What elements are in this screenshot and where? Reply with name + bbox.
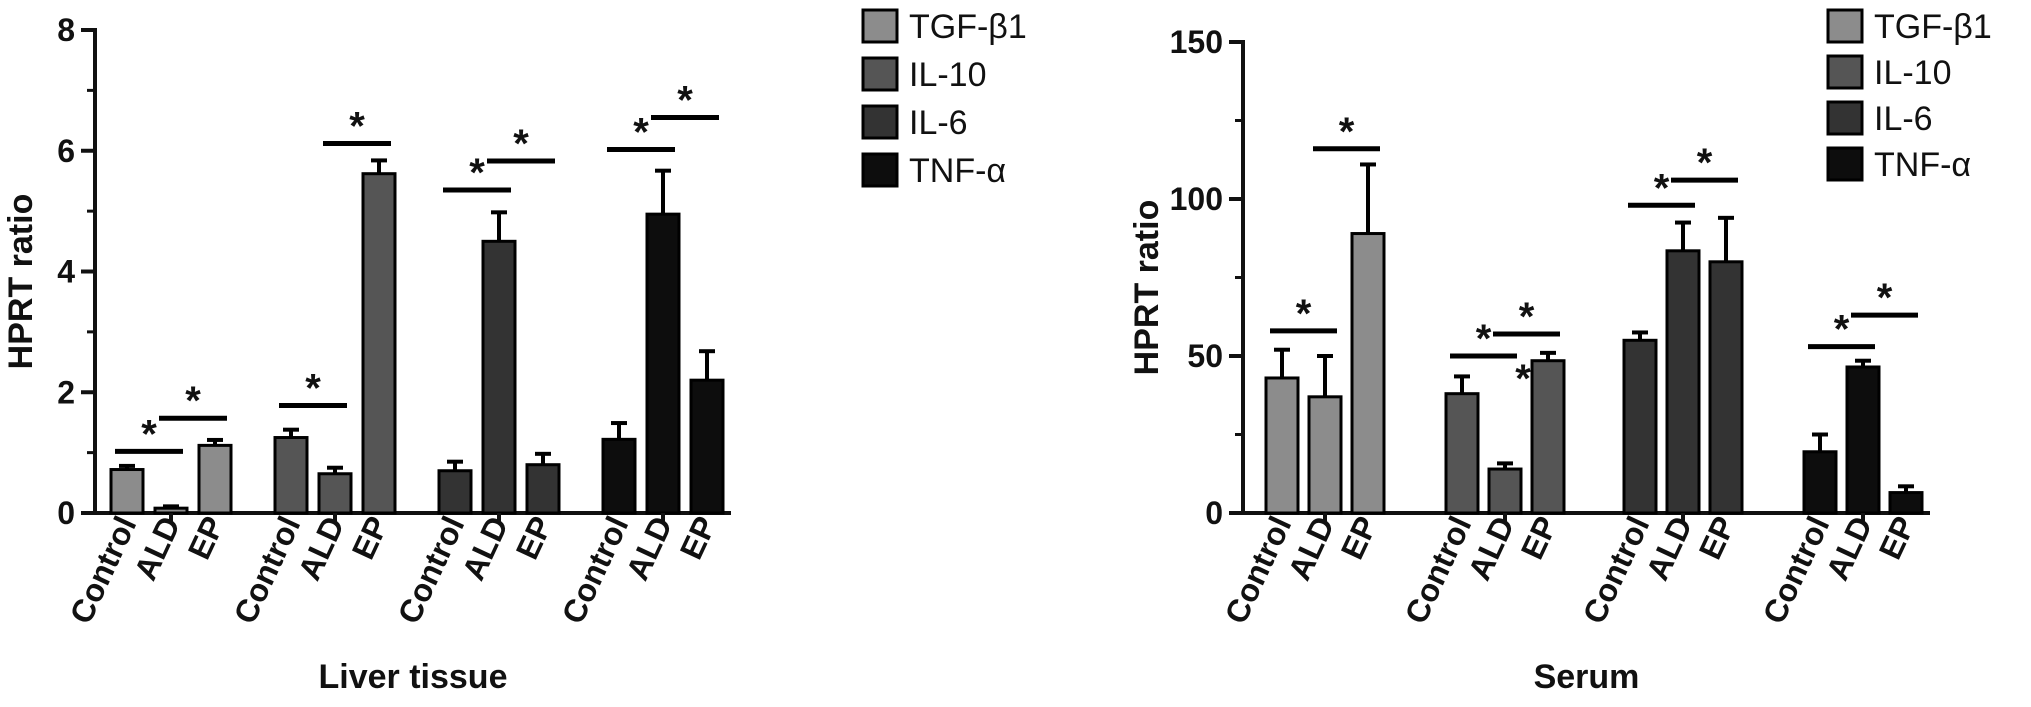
significance-star: *: [305, 367, 321, 411]
significance-star: *: [469, 151, 485, 195]
y-tick-label: 100: [1170, 181, 1223, 217]
x-axis-title: Liver tissue: [319, 658, 508, 696]
bar-tnf-alpha-ep: [689, 378, 725, 515]
legend-swatch-il-10: [861, 56, 899, 92]
y-tick-label: 0: [1205, 495, 1223, 531]
bar-tnf-alpha-control: [601, 437, 637, 515]
bar-il-10-ald: [1487, 467, 1523, 515]
bar-il-6-ep: [1708, 260, 1744, 515]
y-tick-label: 0: [57, 495, 75, 531]
x-tick-label-ep: EP: [509, 511, 560, 565]
bar-tnf-alpha-ep: [1888, 491, 1924, 515]
significance-star: *: [1476, 317, 1492, 361]
legend-label-il-10: IL-10: [909, 56, 987, 94]
bar-il-10-ald: [317, 472, 353, 515]
significance-star: *: [1339, 110, 1355, 154]
bar-il-6-control: [1622, 338, 1658, 515]
legend-label-tgf-beta1: TGF-β1: [909, 8, 1027, 46]
legend-swatch-tgf-beta1: [861, 8, 899, 44]
y-tick-label: 2: [57, 374, 75, 410]
x-tick-label-ep: EP: [1334, 511, 1385, 565]
bar-il-6-ep: [525, 463, 561, 515]
legend-swatch-il-6: [1826, 100, 1864, 136]
bar-tgf-beta1-ald: [1307, 395, 1343, 515]
bar-il-10-control: [273, 436, 309, 515]
y-tick-label: 150: [1170, 24, 1223, 60]
legend-swatch-tnf-alpha: [1826, 146, 1864, 182]
legend-swatch-tgf-beta1: [1826, 8, 1864, 44]
bar-tnf-alpha-control: [1802, 450, 1838, 515]
significance-star: *: [1697, 141, 1713, 185]
legend-label-il-6: IL-6: [1874, 100, 1933, 138]
x-tick-label-ep: EP: [1692, 511, 1743, 565]
significance-star: *: [185, 379, 201, 423]
legend-label-il-6: IL-6: [909, 104, 968, 142]
x-tick-label-ald: ALD: [1639, 511, 1699, 586]
bar-il-10-ep: [361, 172, 397, 515]
significance-star: *: [677, 79, 693, 123]
significance-star: *: [513, 122, 529, 166]
y-axis-title: HPRT ratio: [2, 194, 40, 370]
legend-swatch-tnf-alpha: [861, 152, 899, 188]
bar-tnf-alpha-ald: [1845, 365, 1881, 515]
bar-tgf-beta1-ald: [153, 506, 189, 515]
legend-swatch-il-6: [861, 104, 899, 140]
significance-star: *: [1654, 166, 1670, 210]
bar-il-6-ald: [481, 239, 517, 515]
significance-star: *: [1877, 276, 1893, 320]
x-tick-label-ald: ALD: [1281, 511, 1341, 586]
y-tick-label: 50: [1187, 338, 1223, 374]
legend-label-il-10: IL-10: [1874, 54, 1952, 92]
x-tick-label-ald: ALD: [1819, 511, 1879, 586]
legend-label-tnf-alpha: TNF-α: [1874, 146, 1971, 184]
bar-tgf-beta1-ep: [197, 443, 233, 515]
x-tick-label-ep: EP: [673, 511, 724, 565]
legend-swatch-il-10: [1826, 54, 1864, 90]
legend-label-tnf-alpha: TNF-α: [909, 152, 1006, 190]
bar-il-6-ald: [1665, 249, 1701, 515]
x-tick-label-ald: ALD: [619, 511, 679, 586]
y-tick-label: 8: [57, 12, 75, 48]
bar-il-6-control: [437, 469, 473, 515]
bar-tgf-beta1-ep: [1350, 232, 1386, 515]
x-tick-label-ald: ALD: [455, 511, 515, 586]
y-tick-label: 4: [57, 254, 75, 290]
x-tick-label-ald: ALD: [291, 511, 351, 586]
significance-star: *: [1515, 357, 1531, 401]
x-tick-label-ep: EP: [181, 511, 232, 565]
x-axis-title: Serum: [1534, 658, 1640, 696]
x-tick-label-ald: ALD: [1461, 511, 1521, 586]
x-tick-label-ep: EP: [1872, 511, 1923, 565]
bar-il-10-control: [1444, 392, 1480, 515]
legend-label-tgf-beta1: TGF-β1: [1874, 8, 1992, 46]
y-tick-label: 6: [57, 133, 75, 169]
x-tick-label-ep: EP: [345, 511, 396, 565]
bar-tgf-beta1-control: [109, 468, 145, 515]
significance-star: *: [349, 105, 365, 149]
significance-star: *: [633, 111, 649, 155]
significance-star: *: [1834, 308, 1850, 352]
significance-star: *: [1296, 292, 1312, 336]
x-tick-label-ep: EP: [1514, 511, 1565, 565]
y-axis-title: HPRT ratio: [1128, 200, 1166, 376]
bar-tgf-beta1-control: [1264, 376, 1300, 515]
significance-star: *: [141, 412, 157, 456]
significance-star: *: [1519, 295, 1535, 339]
x-tick-label-ald: ALD: [127, 511, 187, 586]
bar-il-10-ep: [1530, 359, 1566, 515]
bar-tnf-alpha-ald: [645, 212, 681, 515]
